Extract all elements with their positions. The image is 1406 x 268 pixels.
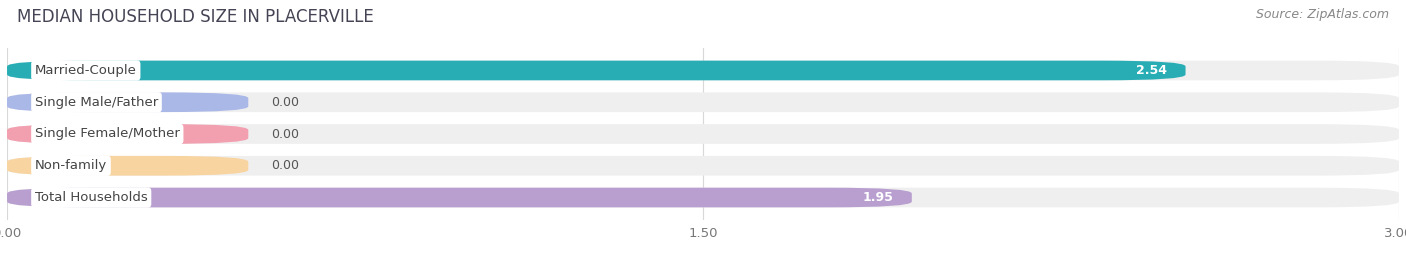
Text: Married-Couple: Married-Couple xyxy=(35,64,136,77)
Text: Non-family: Non-family xyxy=(35,159,107,172)
FancyBboxPatch shape xyxy=(7,61,1185,80)
Text: 2.54: 2.54 xyxy=(1136,64,1167,77)
FancyBboxPatch shape xyxy=(7,124,1399,144)
Text: Source: ZipAtlas.com: Source: ZipAtlas.com xyxy=(1256,8,1389,21)
Text: Total Households: Total Households xyxy=(35,191,148,204)
FancyBboxPatch shape xyxy=(7,156,1399,176)
Text: Single Male/Father: Single Male/Father xyxy=(35,96,157,109)
FancyBboxPatch shape xyxy=(7,92,1399,112)
FancyBboxPatch shape xyxy=(7,188,911,207)
FancyBboxPatch shape xyxy=(7,124,249,144)
Text: MEDIAN HOUSEHOLD SIZE IN PLACERVILLE: MEDIAN HOUSEHOLD SIZE IN PLACERVILLE xyxy=(17,8,374,26)
FancyBboxPatch shape xyxy=(7,156,249,176)
FancyBboxPatch shape xyxy=(7,61,1399,80)
FancyBboxPatch shape xyxy=(7,188,1399,207)
Text: 0.00: 0.00 xyxy=(271,159,299,172)
Text: Single Female/Mother: Single Female/Mother xyxy=(35,128,180,140)
FancyBboxPatch shape xyxy=(7,92,249,112)
Text: 0.00: 0.00 xyxy=(271,96,299,109)
Text: 0.00: 0.00 xyxy=(271,128,299,140)
Text: 1.95: 1.95 xyxy=(862,191,893,204)
